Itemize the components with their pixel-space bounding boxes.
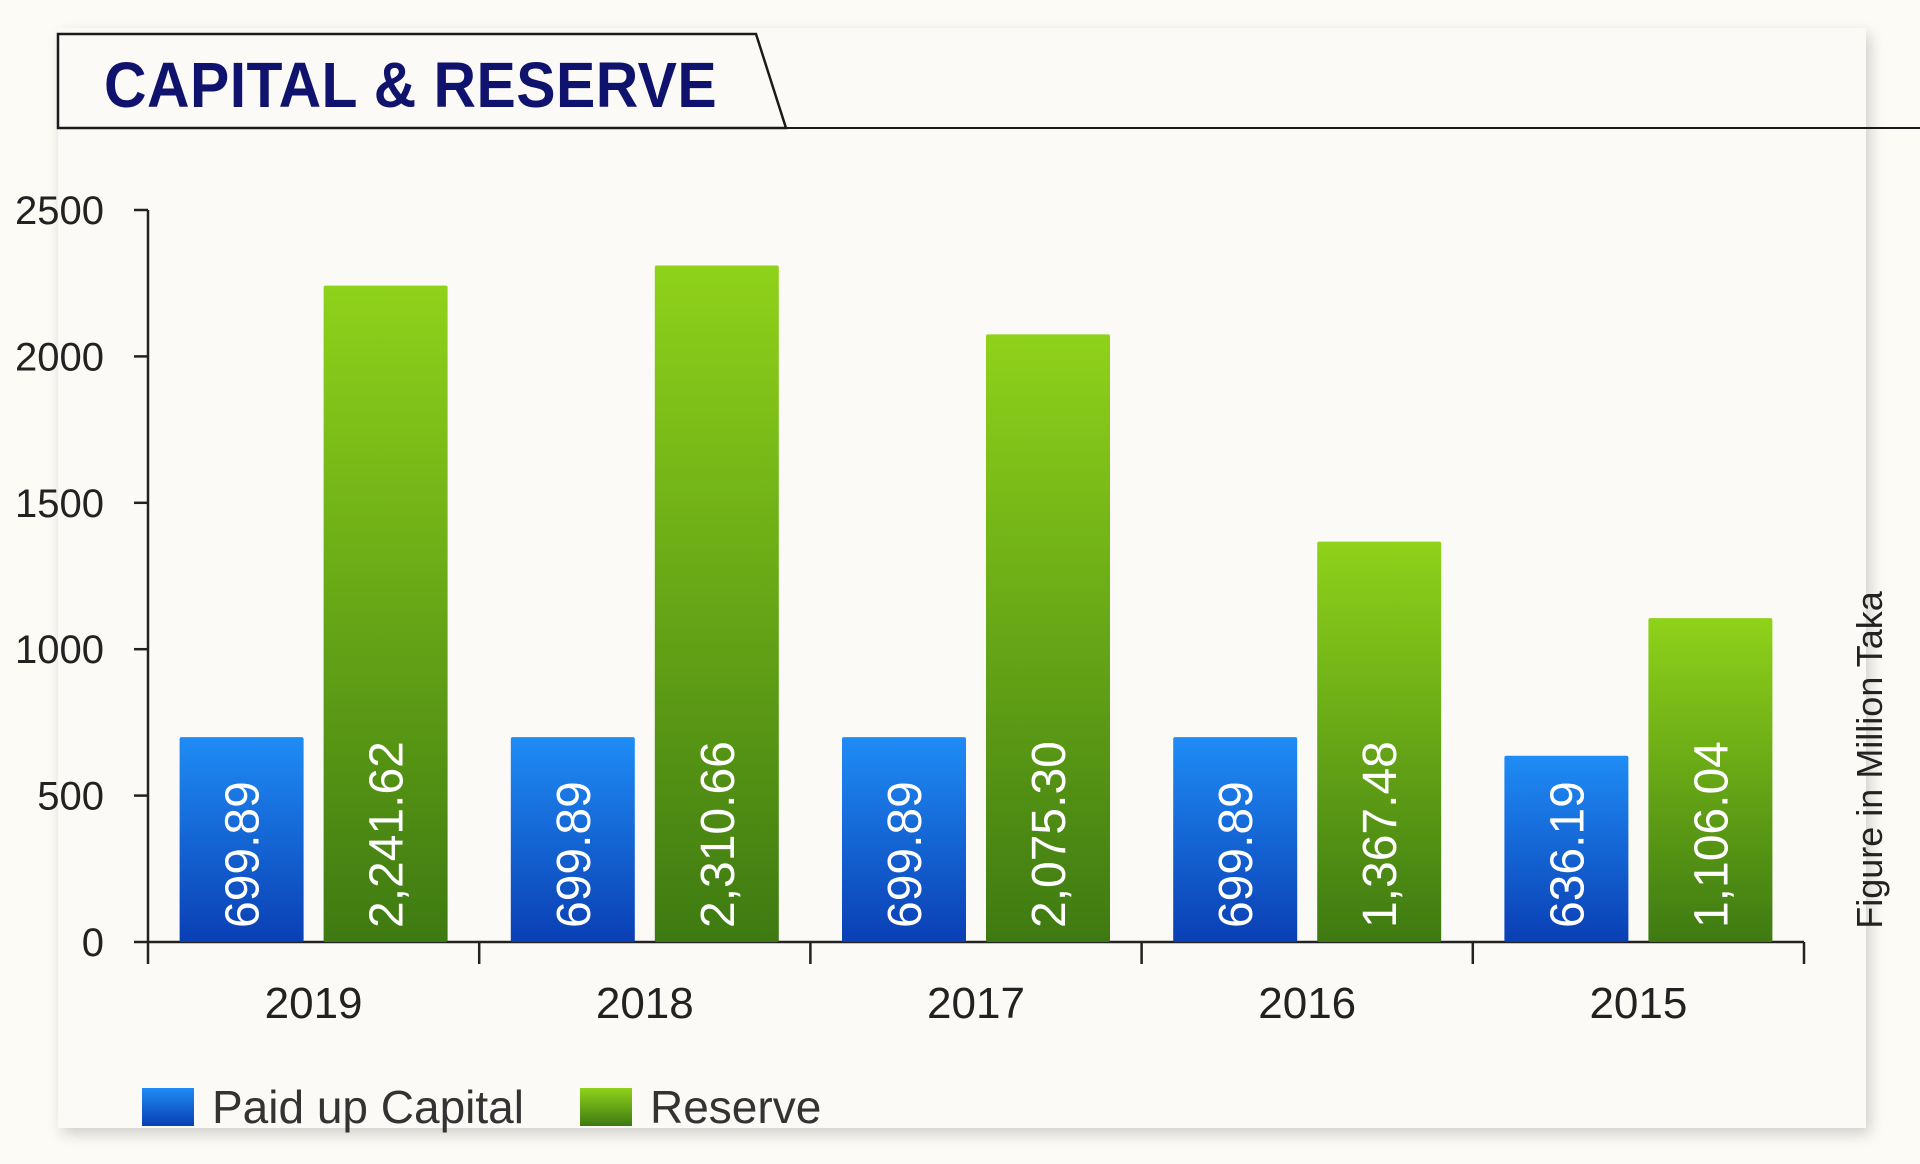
- bars: [179, 265, 1773, 943]
- bar-value-label: 2,310.66: [692, 741, 745, 928]
- legend-item-reserve: Reserve: [579, 1080, 822, 1134]
- bar-paid-up-capital-2016: [1173, 737, 1298, 942]
- y-tick-label: 500: [37, 775, 104, 819]
- bar-value-label: 699.89: [548, 781, 601, 928]
- bar-paid-up-capital-2018: [510, 737, 635, 942]
- bar-value-label: 636.19: [1541, 781, 1594, 928]
- title-underline: [58, 127, 1920, 129]
- bar-value-label: 1,106.04: [1685, 741, 1738, 928]
- bar-paid-up-capital-2019: [179, 737, 304, 942]
- legend-label-reserve: Reserve: [649, 1081, 822, 1133]
- bar-value-label: 2,241.62: [361, 741, 414, 928]
- bar-value-label: 699.89: [217, 781, 270, 928]
- y-tick-label: 0: [82, 921, 104, 965]
- bar-labels: 699.89 2,241.62 699.89 2,310.66 699.89 2,075.…: [217, 741, 1739, 928]
- x-tick-label: 2017: [927, 979, 1025, 1028]
- legend-label-paid-up-capital: Paid up Capital: [212, 1081, 524, 1133]
- legend-item-paid-up-capital: Paid up Capital: [142, 1080, 524, 1134]
- x-tick-label: 2016: [1258, 979, 1356, 1028]
- y-tick-label: 1500: [15, 482, 104, 526]
- bar-value-label: 699.89: [879, 781, 932, 928]
- bar-reserve-2016: [1317, 541, 1442, 942]
- x-tick-label: 2015: [1589, 979, 1687, 1028]
- bar-paid-up-capital-2017: [842, 737, 966, 942]
- bar-reserve-2019: [323, 285, 448, 942]
- bar-value-label: 2,075.30: [1023, 741, 1076, 928]
- bar-reserve-2017: [986, 334, 1110, 942]
- x-tick-label: 2018: [596, 979, 694, 1028]
- x-tick-label: 2019: [265, 979, 363, 1028]
- legend-swatch-paid-up-capital: [142, 1088, 194, 1126]
- y-axis-units-label: Figure in Million Taka: [1849, 591, 1890, 929]
- chart-title: CAPITAL & RESERVE: [104, 49, 718, 121]
- legend: Paid up Capital Reserve: [142, 1080, 877, 1134]
- bar-reserve-2018: [654, 265, 779, 943]
- bar-value-label: 699.89: [1210, 781, 1263, 928]
- y-tick-label: 1000: [15, 628, 104, 672]
- y-tick-label: 2000: [15, 335, 104, 379]
- legend-swatch-reserve: [579, 1088, 632, 1126]
- bar-reserve-2015: [1648, 618, 1773, 942]
- bar-value-label: 1,367.48: [1354, 741, 1407, 928]
- bar-paid-up-capital-2015: [1504, 755, 1629, 942]
- y-tick-label: 2500: [15, 189, 104, 233]
